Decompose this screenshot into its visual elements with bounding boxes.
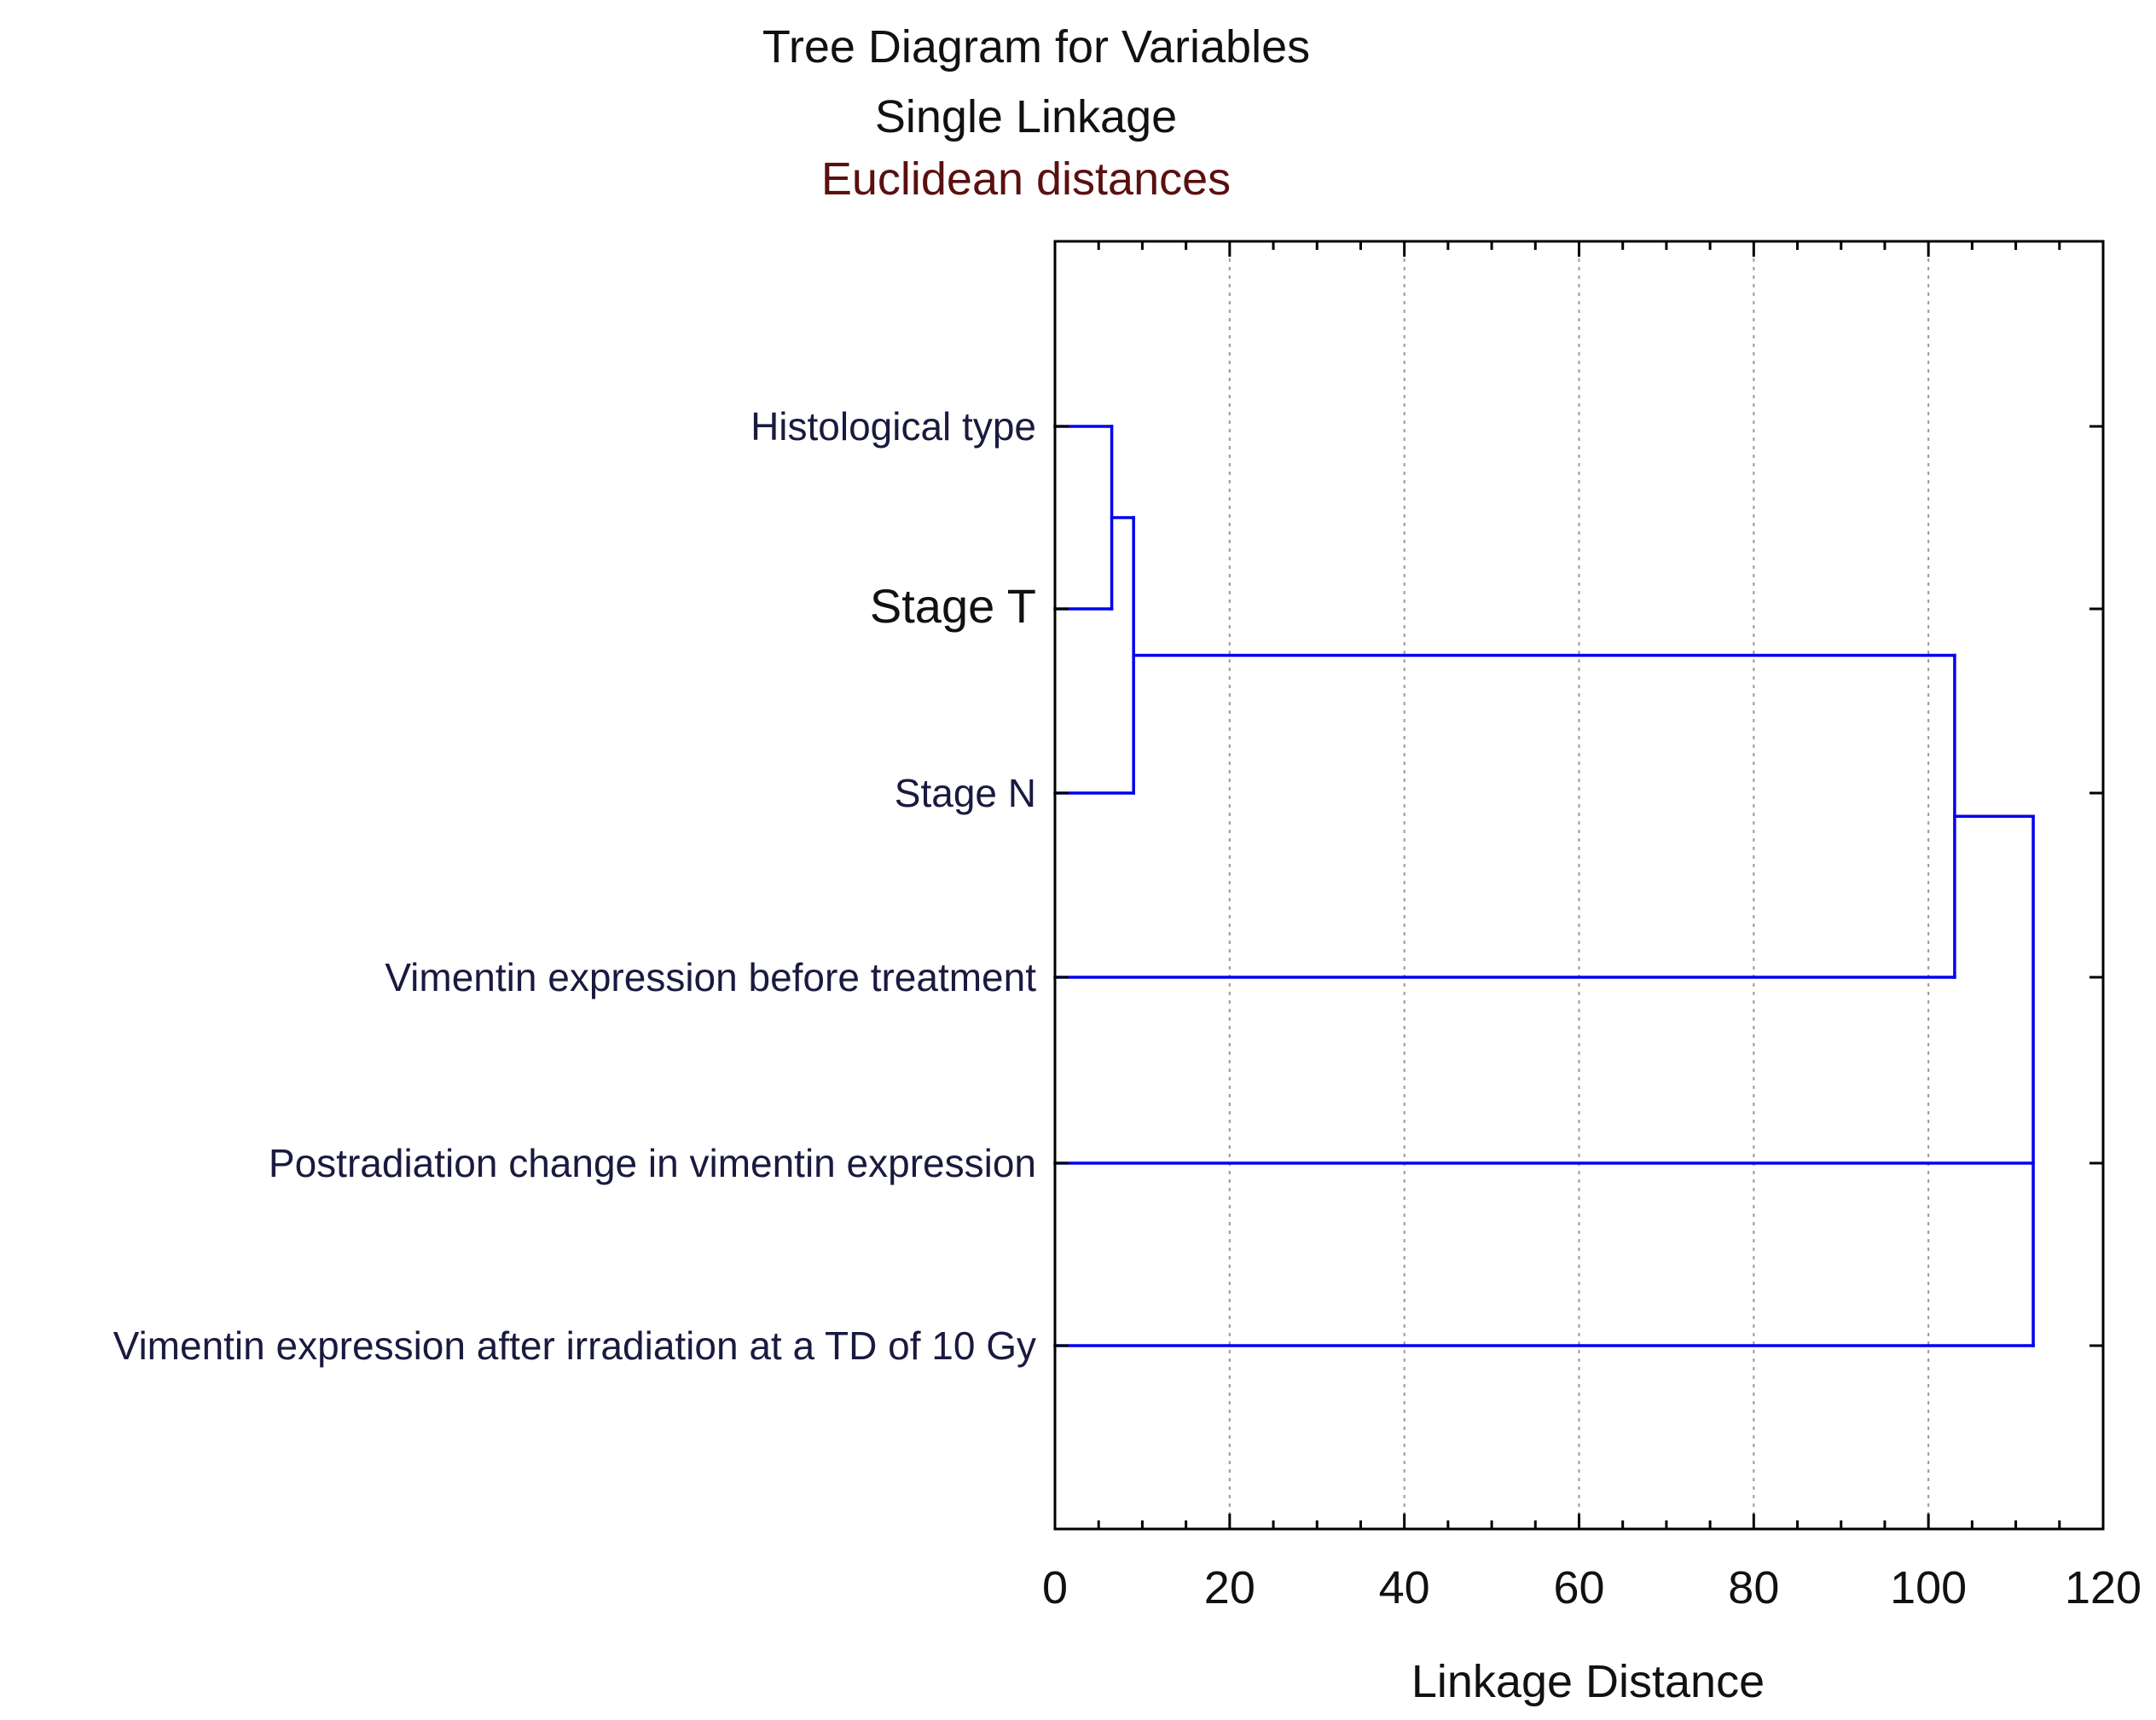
x-axis-label: Linkage Distance [1411, 1656, 1765, 1707]
dendrogram-lines [1053, 425, 2035, 1347]
x-tick-label-0: 0 [1042, 1562, 1068, 1613]
x-tick-label-20: 20 [1204, 1562, 1255, 1613]
leaf-label-0: Histological type [751, 404, 1036, 449]
chart-title: Tree Diagram for Variables [762, 21, 1310, 72]
x-tick-label-40: 40 [1379, 1562, 1430, 1613]
leaf-label-4: Postradiation change in vimentin express… [269, 1141, 1036, 1185]
leaf-label-3: Vimentin expression before treatment [385, 955, 1036, 999]
axis-ticks [1053, 241, 2105, 1529]
x-tick-label-100: 100 [1890, 1562, 1967, 1613]
chart-subtitle: Single Linkage [875, 91, 1177, 142]
x-tick-labels: 0 20 40 60 80 100 120 [1042, 1562, 2142, 1613]
x-tick-label-80: 80 [1728, 1562, 1779, 1613]
leaf-label-1: Stage T [870, 579, 1036, 633]
grid-lines [1228, 241, 1930, 1529]
x-tick-label-120: 120 [2065, 1562, 2142, 1613]
x-tick-label-60: 60 [1553, 1562, 1604, 1613]
leaf-labels: Histological type Stage T Stage N Vimentin … [113, 404, 1037, 1368]
leaf-label-5: Vimentin expression after irradiation at… [113, 1323, 1036, 1368]
leaf-label-2: Stage N [895, 771, 1036, 815]
chart-subtitle-distance: Euclidean distances [821, 153, 1231, 205]
